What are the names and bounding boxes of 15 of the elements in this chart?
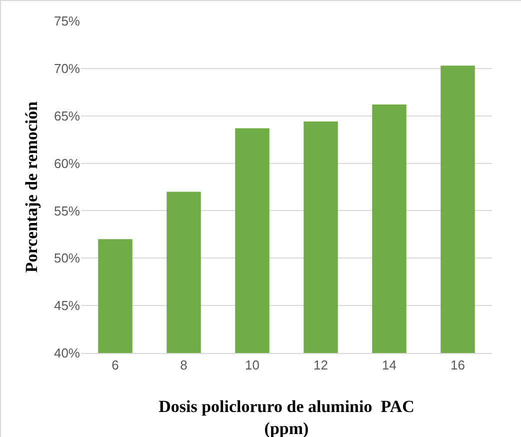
x-tick-label: 10 <box>245 358 260 373</box>
y-tick-label: 40% <box>54 346 80 361</box>
x-tick-label: 6 <box>112 358 119 373</box>
y-tick-label: 50% <box>54 250 80 266</box>
y-tick-label: 65% <box>54 108 80 124</box>
y-tick-label: 45% <box>54 298 80 314</box>
x-tick-label: 14 <box>382 358 396 373</box>
y-tick-label: 60% <box>54 156 80 171</box>
y-tick-label: 70% <box>54 60 80 76</box>
x-tick-label: 16 <box>450 358 465 373</box>
y-tick-label: 55% <box>54 203 80 218</box>
y-axis-title: Porcentaje de remoción <box>22 100 41 273</box>
y-tick-label: 75% <box>54 14 80 29</box>
x-tick-label: 12 <box>314 358 328 373</box>
x-tick-label: 8 <box>180 358 188 373</box>
